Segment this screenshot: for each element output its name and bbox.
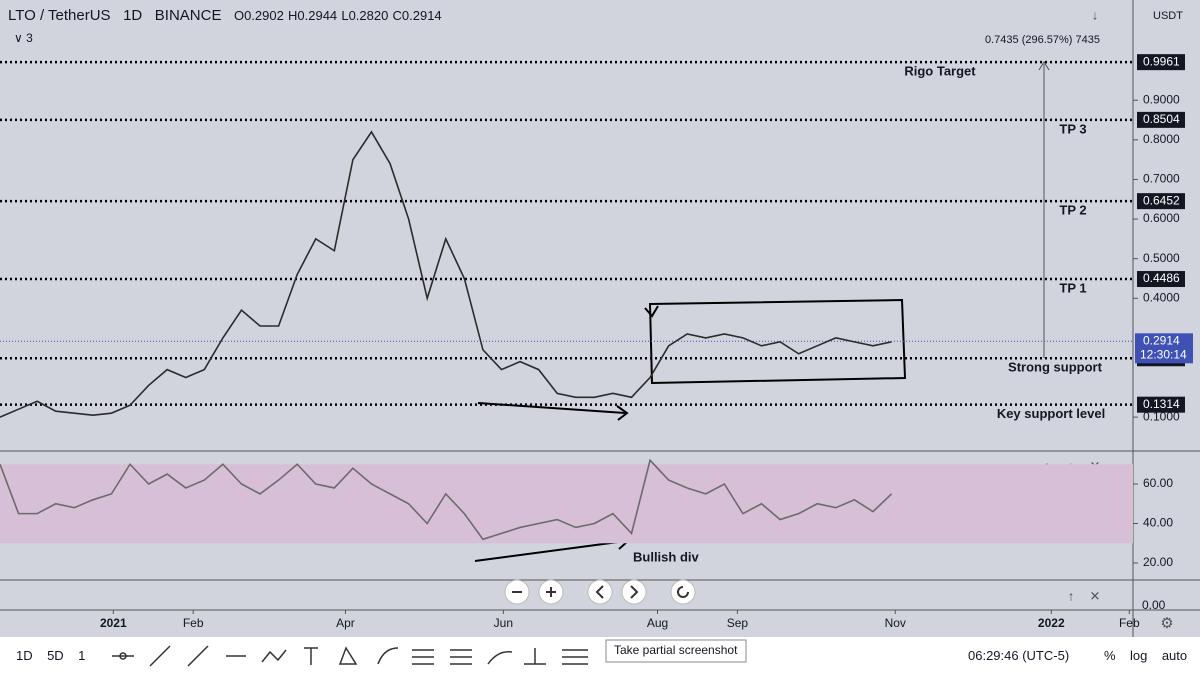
level-price-label: 0.4486 bbox=[1143, 271, 1180, 285]
range-buttons: 1D 5D 1 bbox=[16, 648, 85, 663]
clock[interactable]: 06:29:46 (UTC-5) bbox=[968, 648, 1070, 663]
y-tick-label: 60.00 bbox=[1143, 476, 1173, 490]
level-price-label: 0.9961 bbox=[1143, 54, 1180, 68]
level-label: TP 2 bbox=[1059, 203, 1086, 218]
y-tick-label: 0.6000 bbox=[1143, 211, 1180, 225]
range-box bbox=[648, 298, 907, 385]
y-tick-label: 40.00 bbox=[1143, 516, 1173, 530]
range-more[interactable]: 1 bbox=[78, 648, 86, 663]
level-price-tag bbox=[1137, 193, 1185, 210]
level-label: TP 1 bbox=[1059, 280, 1086, 295]
last-price-tag bbox=[1135, 333, 1193, 364]
arrow-head bbox=[616, 405, 629, 421]
level-price-label: 0.6452 bbox=[1143, 193, 1180, 207]
rsi-band bbox=[0, 464, 1133, 544]
x-tick-label: Apr bbox=[336, 616, 355, 630]
ohlc-low: L0.2820 bbox=[341, 8, 389, 23]
symbol[interactable]: LTO / TetherUS bbox=[8, 7, 111, 24]
level-label: Strong support bbox=[1008, 360, 1103, 375]
y-tick-label: 0.1000 bbox=[1143, 409, 1180, 423]
percent-scale[interactable]: % bbox=[1104, 648, 1116, 663]
range-1d[interactable]: 1D bbox=[16, 648, 33, 663]
x-tick-label: 2021 bbox=[100, 616, 127, 630]
currency: USDT bbox=[1153, 10, 1183, 22]
drawing-tools[interactable] bbox=[112, 645, 588, 667]
level-label: TP 3 bbox=[1059, 121, 1086, 136]
scroll-right[interactable] bbox=[621, 579, 647, 605]
bottom-toolbar bbox=[0, 637, 1200, 675]
reset[interactable] bbox=[670, 579, 696, 605]
ohlc-open: O0.2902 bbox=[233, 8, 284, 23]
log-scale[interactable]: log bbox=[1130, 648, 1148, 663]
x-tick-label: Feb bbox=[1119, 616, 1140, 630]
scale-options: % log auto bbox=[1104, 648, 1187, 663]
last-price-label: 0.2914 bbox=[1143, 333, 1180, 347]
level-label: Rigo Target bbox=[904, 64, 976, 79]
tooltip-box bbox=[605, 639, 747, 663]
level-price-tag bbox=[1137, 396, 1185, 413]
auto-scale[interactable]: auto bbox=[1161, 648, 1188, 663]
x-tick-label: Sep bbox=[727, 616, 749, 630]
measure-readout: 0.7435 (296.57%) 7435 bbox=[985, 34, 1100, 46]
tooltip: Take partial screenshot bbox=[614, 643, 738, 657]
rsi-trend-arrow bbox=[474, 540, 627, 562]
symbol-header: LTO / TetherUS 1D BINANCE O0.2902 H0.294… bbox=[8, 7, 442, 24]
level-price-label: 0.8504 bbox=[1143, 112, 1180, 126]
y-tick-label: 0.7000 bbox=[1143, 172, 1180, 186]
level-price-tag bbox=[1137, 271, 1185, 288]
level-label: Key support level bbox=[997, 406, 1105, 421]
ohlc-close: C0.2914 bbox=[392, 8, 442, 23]
y-tick-label: 0.00 bbox=[1142, 598, 1166, 612]
nav-icons bbox=[512, 585, 689, 599]
price-trend-arrow bbox=[477, 402, 626, 414]
series-line bbox=[0, 130, 892, 418]
x-tick-label: Jun bbox=[494, 616, 513, 630]
level-price-label: 0.1314 bbox=[1143, 397, 1180, 411]
indicator-toggle[interactable]: ∨ 3 bbox=[14, 31, 33, 45]
level-price-tag bbox=[1137, 111, 1185, 128]
annotation: Bullish div bbox=[633, 549, 700, 564]
y-tick-label: 0.5000 bbox=[1143, 251, 1180, 265]
box-marker bbox=[644, 305, 659, 318]
close[interactable]: ✕ bbox=[1090, 588, 1101, 603]
move-up[interactable]: ↑ bbox=[1068, 588, 1075, 603]
level-price-tag bbox=[1137, 54, 1185, 71]
range-5d[interactable]: 5D bbox=[47, 648, 64, 663]
scroll-left[interactable] bbox=[587, 579, 613, 605]
x-tick-label: Aug bbox=[647, 616, 668, 630]
x-tick-label: Nov bbox=[885, 616, 906, 630]
y-tick-label: 0.8000 bbox=[1143, 132, 1180, 146]
ohlc-high: H0.2944 bbox=[288, 8, 338, 23]
download[interactable]: ↓ bbox=[1092, 7, 1099, 22]
measure-arrow-head bbox=[1038, 61, 1050, 71]
x-tick-label: 2022 bbox=[1038, 616, 1065, 630]
y-tick-label: 20.00 bbox=[1143, 555, 1173, 569]
exchange: BINANCE bbox=[154, 7, 222, 24]
x-tick-label: Feb bbox=[183, 616, 204, 630]
series-line bbox=[0, 458, 893, 541]
countdown: 12:30:14 bbox=[1140, 347, 1187, 361]
settings[interactable]: ⚙ bbox=[1160, 615, 1173, 632]
y-tick-label: 0.4000 bbox=[1143, 290, 1180, 304]
interval[interactable]: 1D bbox=[123, 7, 143, 24]
y-tick-label: 0.9000 bbox=[1143, 92, 1180, 106]
